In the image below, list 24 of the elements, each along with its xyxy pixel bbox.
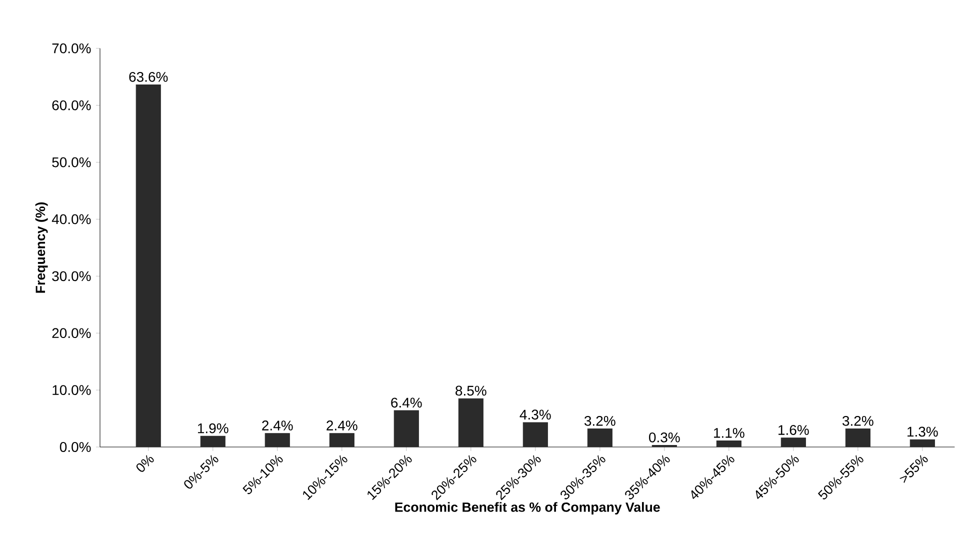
y-tick-label: 10.0% xyxy=(52,385,91,396)
data-label: 6.4% xyxy=(391,398,422,408)
data-label: 1.3% xyxy=(908,426,938,437)
data-label: 0.3% xyxy=(648,432,680,442)
data-label: 2.4% xyxy=(326,420,358,430)
data-label: 63.6% xyxy=(129,72,168,82)
data-label: 3.2% xyxy=(584,416,616,426)
data-label: 1.6% xyxy=(778,425,809,435)
data-label: 2.4% xyxy=(262,420,293,430)
y-tick-label: 50.0% xyxy=(52,157,91,168)
x-tick-label: 0% xyxy=(136,455,154,472)
y-axis-title: Frequency (%) xyxy=(35,202,48,293)
y-tick-label: 30.0% xyxy=(52,271,91,282)
y-tick-label: 40.0% xyxy=(52,214,91,224)
data-label: 8.5% xyxy=(456,386,486,396)
data-label: 3.2% xyxy=(842,416,874,426)
data-label: 1.9% xyxy=(198,423,228,434)
y-tick-label: 0.0% xyxy=(60,442,91,452)
x-axis-title: Economic Benefit as % of Company Value xyxy=(395,502,660,515)
y-tick-label: 20.0% xyxy=(52,328,91,338)
data-label: 4.3% xyxy=(520,410,551,420)
data-label: 1.1% xyxy=(714,428,744,438)
y-tick-label: 70.0% xyxy=(52,43,91,54)
y-tick-label: 60.0% xyxy=(52,100,91,110)
